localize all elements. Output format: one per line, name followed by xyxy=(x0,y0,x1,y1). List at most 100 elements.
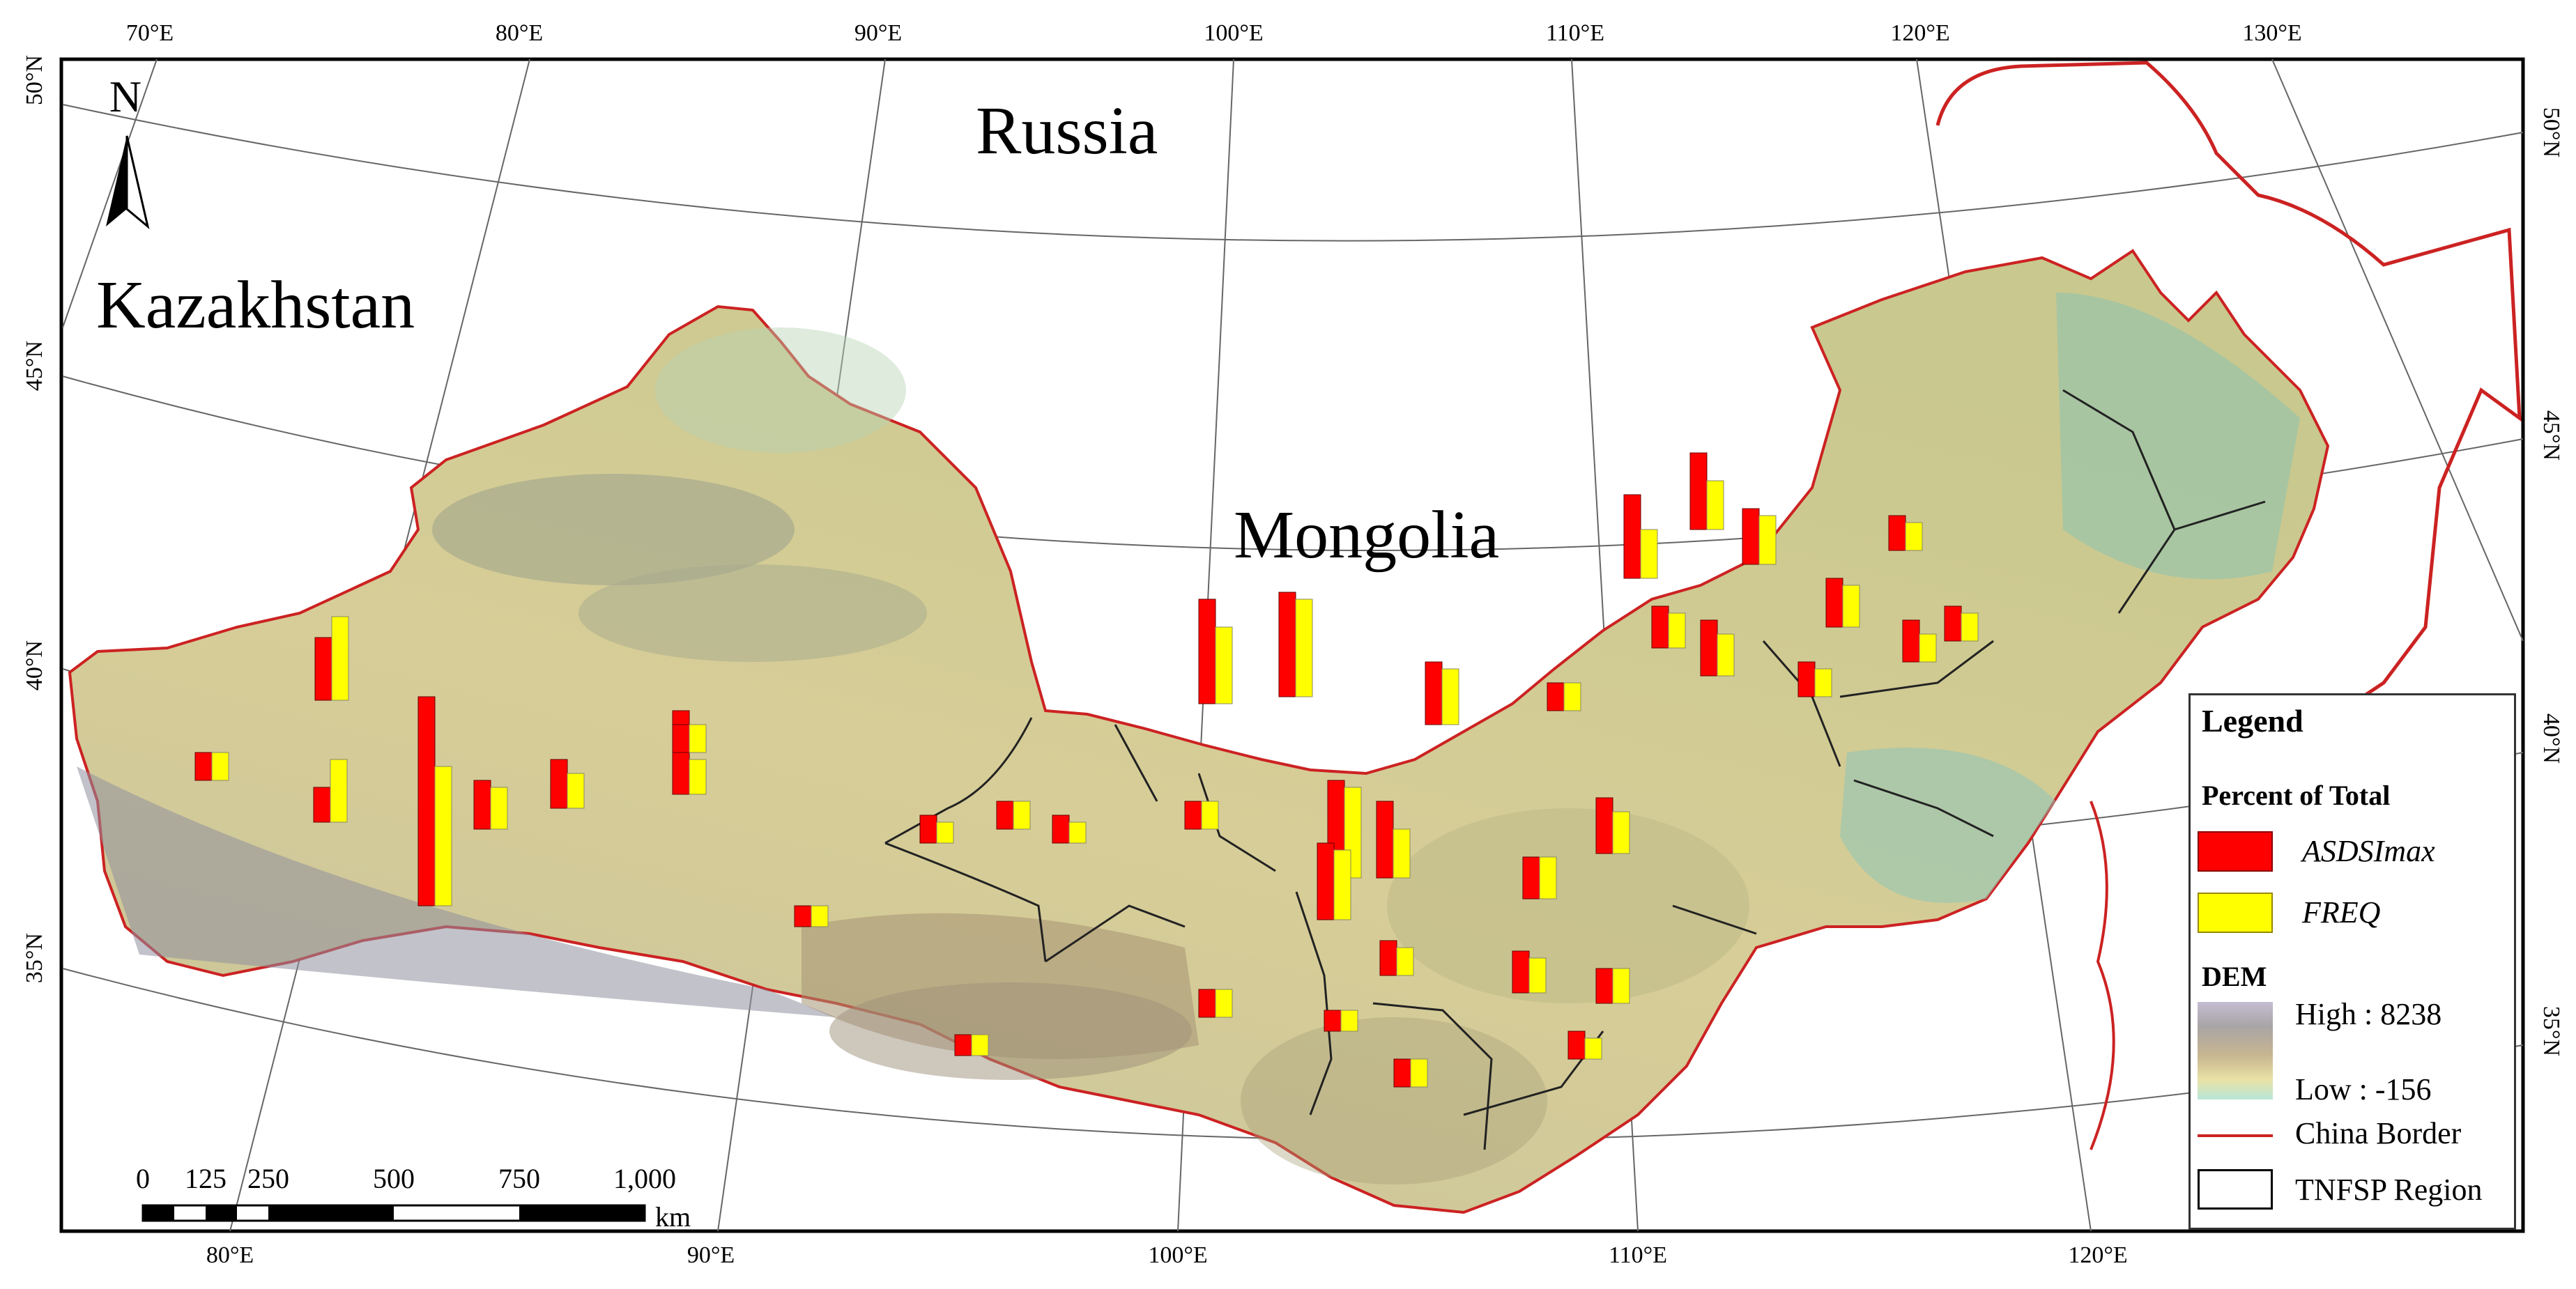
bar-asdsimax xyxy=(1595,968,1613,1004)
bar-freq xyxy=(1612,968,1630,1004)
legend-dem-ramp xyxy=(2198,1002,2273,1099)
tick-bottom: 110°E xyxy=(1609,1242,1667,1268)
bar-freq xyxy=(1215,626,1233,704)
bar-freq xyxy=(330,759,348,823)
tick-top: 70°E xyxy=(126,20,174,46)
tick-left: 40°N xyxy=(22,640,47,690)
bar-freq xyxy=(1396,947,1414,976)
bar-asdsimax xyxy=(1797,661,1816,697)
bar-freq xyxy=(1919,633,1937,663)
legend-percent-heading: Percent of Total xyxy=(2202,780,2391,811)
bar-freq xyxy=(1215,989,1233,1018)
bar-freq xyxy=(1340,1010,1358,1032)
terrain-shading xyxy=(77,293,2300,1184)
bar-asdsimax xyxy=(1742,508,1760,565)
top-longitude-ticks: 70°E 80°E 90°E 100°E 110°E 120°E 130°E xyxy=(126,20,2302,46)
scale-bar-labels: 0 125 250 500 750 1,000 km xyxy=(136,1163,691,1233)
tick-left: 50°N xyxy=(22,55,47,105)
bar-freq xyxy=(1344,787,1362,879)
tnfsp-region-boundaries xyxy=(884,389,2266,1150)
legend-china-border-label: China Border xyxy=(2295,1116,2462,1150)
bar-asdsimax xyxy=(1595,797,1613,854)
tick-bottom: 80°E xyxy=(206,1242,254,1268)
legend-tnfsp-swatch xyxy=(2198,1169,2273,1210)
bar-asdsimax xyxy=(1888,515,1906,551)
legend-china-border-line xyxy=(2198,1134,2273,1137)
bar-freq xyxy=(1640,529,1658,579)
bar-asdsimax xyxy=(1324,1010,1342,1032)
bar-freq xyxy=(434,766,452,906)
bar-freq xyxy=(689,759,707,795)
tick-right: 35°N xyxy=(2538,1006,2564,1056)
bar-symbols xyxy=(194,452,1979,1088)
legend-label-freq: FREQ xyxy=(2302,895,2381,929)
scale-label: 250 xyxy=(247,1163,289,1194)
bar-asdsimax xyxy=(194,752,213,781)
bar-freq xyxy=(1333,849,1351,920)
bar-freq xyxy=(1563,682,1581,711)
bar-freq xyxy=(567,773,585,809)
bar-asdsimax xyxy=(1902,619,1920,663)
tick-top: 90°E xyxy=(854,20,902,46)
bar-asdsimax xyxy=(1689,452,1708,530)
bar-freq xyxy=(1441,668,1459,725)
bar-freq xyxy=(811,905,829,927)
tick-right: 40°N xyxy=(2538,713,2564,764)
tick-right: 45°N xyxy=(2538,410,2564,461)
legend-tnfsp-label: TNFSP Region xyxy=(2295,1173,2483,1207)
scale-bar xyxy=(141,1204,646,1222)
bar-freq xyxy=(1905,522,1923,551)
tick-bottom: 90°E xyxy=(687,1242,735,1268)
bar-asdsimax xyxy=(954,1034,972,1056)
bar-freq xyxy=(1410,1058,1428,1088)
bar-freq xyxy=(1706,480,1724,530)
legend-label-asdsimax: ASDSImax xyxy=(2302,834,2435,868)
bar-asdsimax xyxy=(794,905,812,927)
bar-freq xyxy=(1201,801,1219,830)
legend-swatch-asdsimax xyxy=(2198,831,2273,872)
tick-left: 35°N xyxy=(22,933,47,983)
country-label-mongolia: Mongolia xyxy=(1234,497,1499,573)
bar-asdsimax xyxy=(313,787,331,823)
bar-freq xyxy=(1814,668,1832,697)
bar-asdsimax xyxy=(1547,682,1565,711)
bar-asdsimax xyxy=(672,724,690,753)
tick-top: 120°E xyxy=(1890,20,1949,46)
legend-dem-high: High : 8238 xyxy=(2295,997,2442,1031)
bar-freq xyxy=(1539,856,1557,900)
bar-asdsimax xyxy=(996,801,1014,830)
bar-asdsimax xyxy=(1379,940,1397,976)
bar-freq xyxy=(689,724,707,753)
bar-asdsimax xyxy=(550,759,568,809)
tick-left: 45°N xyxy=(22,341,47,391)
legend-dem-low: Low : -156 xyxy=(2295,1072,2432,1106)
bar-asdsimax xyxy=(1623,494,1641,579)
bar-asdsimax xyxy=(1198,599,1216,704)
tick-right: 50°N xyxy=(2538,107,2564,157)
bar-asdsimax xyxy=(1522,856,1540,900)
bar-asdsimax xyxy=(473,780,491,830)
scale-label: 750 xyxy=(498,1163,540,1194)
scale-label: 500 xyxy=(373,1163,415,1194)
tick-top: 100°E xyxy=(1204,20,1263,46)
bar-freq xyxy=(1295,599,1313,697)
bar-asdsimax xyxy=(1393,1058,1411,1088)
bar-asdsimax xyxy=(1376,801,1394,879)
bar-asdsimax xyxy=(1278,592,1296,697)
bar-asdsimax xyxy=(1825,578,1843,628)
bar-asdsimax xyxy=(1651,605,1669,649)
tick-top: 80°E xyxy=(496,20,543,46)
bar-asdsimax xyxy=(1567,1031,1586,1060)
bar-freq xyxy=(1612,811,1630,854)
bar-freq xyxy=(331,616,349,701)
scale-label: 125 xyxy=(185,1163,227,1194)
china-border-northeast xyxy=(1935,61,2522,699)
tick-top: 130°E xyxy=(2242,20,2301,46)
legend-swatch-freq xyxy=(2198,893,2273,933)
scale-label: 0 xyxy=(136,1163,150,1194)
bottom-longitude-ticks: 80°E 90°E 100°E 110°E 120°E xyxy=(206,1242,2128,1268)
bar-asdsimax xyxy=(1944,605,1962,642)
bar-asdsimax xyxy=(1317,842,1335,920)
bar-asdsimax xyxy=(1700,619,1718,677)
